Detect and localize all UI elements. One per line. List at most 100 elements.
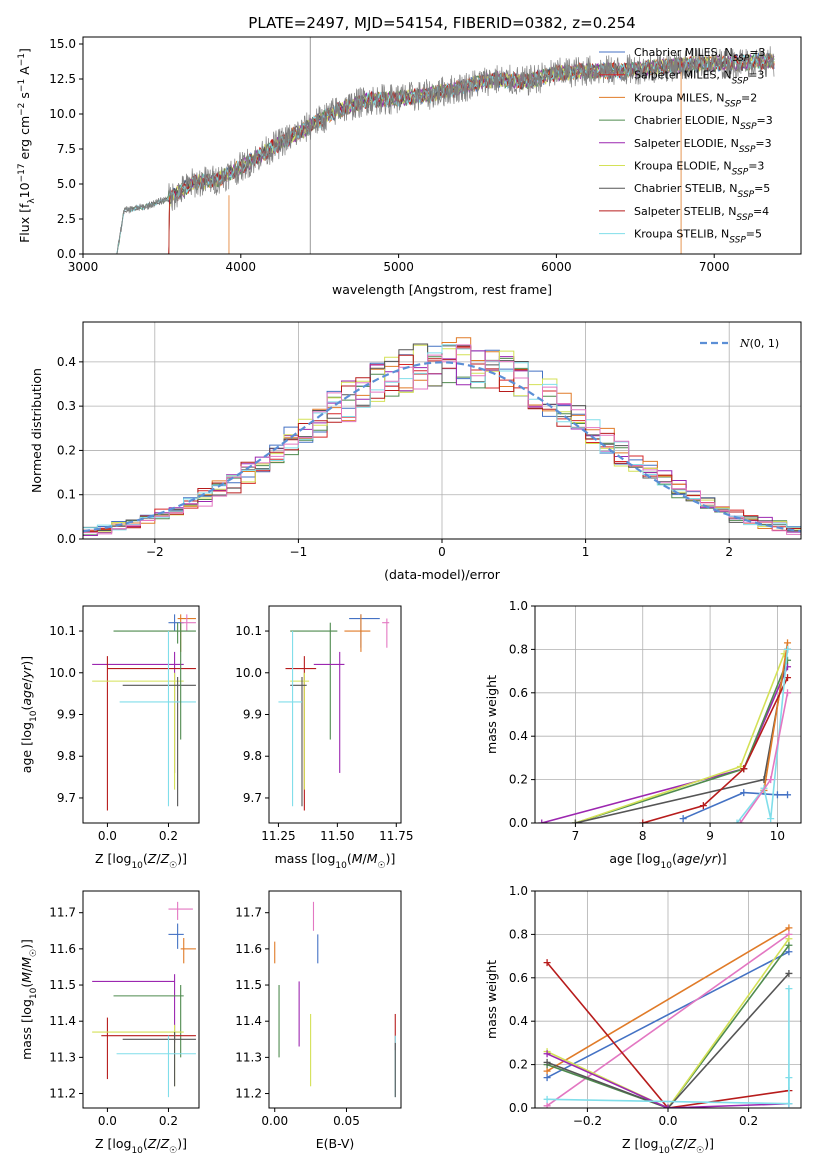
mass-ebv-frame — [268, 890, 402, 1109]
label-part: ( — [19, 983, 34, 988]
label-part: yr — [703, 851, 717, 866]
label-part: =3 — [748, 69, 764, 82]
age-mass-axes: 11.25 11.50 11.75 9.7 9.8 9.9 10.0 10.1 — [235, 614, 413, 843]
weight-marker — [639, 819, 647, 823]
x-tick-label: 0.00 — [261, 1114, 288, 1128]
x-tick-label: 0.0 — [658, 1114, 677, 1128]
x-tick-label: 6000 — [541, 260, 572, 274]
label-part: 10 — [661, 861, 673, 871]
label-part: )] — [19, 939, 34, 949]
label-part: Salpeter MILES, N — [634, 69, 732, 82]
weight-marker — [664, 1104, 672, 1108]
label-part: −1 — [17, 53, 27, 66]
y-tick-label: 12.5 — [49, 72, 76, 86]
y-tick-label: 9.8 — [57, 749, 76, 763]
y-tick-label: 0.4 — [509, 729, 528, 743]
label-part: =2 — [741, 91, 757, 104]
y-tick-label: 11.3 — [49, 1050, 76, 1064]
y-tick-label: 0.0 — [509, 1101, 528, 1115]
x-tick-label: 7 — [572, 829, 580, 843]
x-tick-label: 0.2 — [739, 1114, 758, 1128]
y-tick-label: 9.7 — [57, 791, 76, 805]
legend-entry: Kroupa MILES, NSSP=2 — [634, 91, 757, 109]
x-axis-label: Z [log10(Z/Z☉)] — [95, 1136, 187, 1156]
y-tick-label: 10.1 — [235, 624, 262, 638]
x-tick-label: 4000 — [226, 260, 257, 274]
y-tick-label: 11.2 — [235, 1087, 262, 1101]
label-part: )] — [717, 851, 727, 866]
y-axis-label: mass weight — [484, 675, 499, 754]
y-tick-label: 0.6 — [509, 686, 528, 700]
label-part: =3 — [755, 137, 771, 150]
weight-marker — [571, 819, 579, 823]
label-part: SSP — [738, 190, 755, 200]
weight-marker — [784, 645, 792, 653]
weight-marker — [543, 1058, 551, 1066]
x-axis-label: Z [log10(Z/Z☉)] — [95, 851, 187, 871]
y-tick-label: 10.0 — [49, 666, 76, 680]
label-part: =3 — [757, 114, 773, 127]
weight-marker — [740, 789, 748, 797]
label-part: / — [19, 967, 34, 972]
weight-marker — [773, 791, 781, 799]
x-tick-label: 5000 — [383, 260, 414, 274]
label-part: ☉ — [378, 861, 386, 871]
label-part: Z [log — [95, 851, 131, 866]
weight-marker — [543, 1067, 551, 1075]
legend-entry: N(0, 1) — [739, 337, 779, 350]
label-part: =5 — [746, 228, 762, 241]
mass-Z-axes: 0.0 0.2 11.2 11.3 11.4 11.5 11.6 11.7 — [49, 901, 196, 1128]
weight-marker — [785, 941, 793, 949]
y-tick-label: 7.5 — [57, 142, 76, 156]
legend-entry: Chabrier STELIB, NSSP=5 — [634, 182, 770, 200]
label-part: )] — [19, 656, 34, 666]
age-Z-axes: 0.0 0.2 9.7 9.8 9.9 10.0 10.1 — [49, 614, 196, 843]
weight-marker — [679, 815, 687, 823]
histogram-group — [83, 337, 801, 536]
weight-marker — [543, 1095, 551, 1103]
label-part: M — [19, 957, 34, 968]
x-tick-label: −0.2 — [573, 1114, 602, 1128]
label-part: 10 — [29, 987, 39, 999]
label-part: Z — [147, 1136, 157, 1151]
label-part: / — [156, 851, 161, 866]
y-tick-label: 0.0 — [509, 816, 528, 830]
weight-marker — [785, 1100, 793, 1108]
mass-ebv-points — [274, 901, 396, 1098]
weight-marker — [733, 819, 741, 823]
y-tick-label: 11.6 — [235, 942, 262, 956]
legend-entry: Kroupa STELIB, NSSP=5 — [634, 228, 762, 246]
label-part: SSP — [740, 122, 757, 132]
y-tick-label: 0.4 — [509, 1014, 528, 1028]
label-part: SSP — [732, 168, 749, 178]
mass-Z-points — [92, 901, 196, 1098]
y-tick-label: 11.4 — [49, 1014, 76, 1028]
weight-marker — [785, 1074, 793, 1082]
label-part: A — [17, 66, 32, 79]
x-tick-label: −1 — [290, 545, 308, 559]
x-tick-label: −2 — [146, 545, 164, 559]
weight-line-8 — [546, 1053, 789, 1108]
y-tick-label: 0.4 — [57, 355, 76, 369]
label-part: ( — [672, 851, 677, 866]
label-part: )] — [177, 1136, 187, 1151]
legend-entry: Salpeter MILES, NSSP=3 — [634, 69, 764, 87]
y-tick-label: 0.2 — [57, 443, 76, 457]
label-part: yr — [19, 665, 34, 679]
x-axis-label: (data-model)/error — [384, 567, 501, 582]
x-axis-label: wavelength [Angstrom, rest frame] — [332, 282, 552, 297]
y-axis-label: Normed distribution — [29, 368, 44, 493]
label-part: Chabrier ELODIE, N — [634, 114, 740, 127]
x-axis-label: E(B-V) — [316, 1136, 355, 1151]
y-tick-label: 5.0 — [57, 177, 76, 191]
label-part: ] — [17, 48, 32, 53]
weight-line-5 — [763, 642, 789, 791]
weight-marker — [538, 819, 546, 823]
label-part: ☉ — [696, 1146, 704, 1156]
y-tick-label: 0.2 — [509, 1058, 528, 1072]
label-part: Z — [160, 851, 170, 866]
legend-entry: Salpeter ELODIE, NSSP=3 — [634, 137, 772, 155]
y-tick-label: 9.9 — [57, 708, 76, 722]
y-tick-label: 0.0 — [57, 532, 76, 546]
